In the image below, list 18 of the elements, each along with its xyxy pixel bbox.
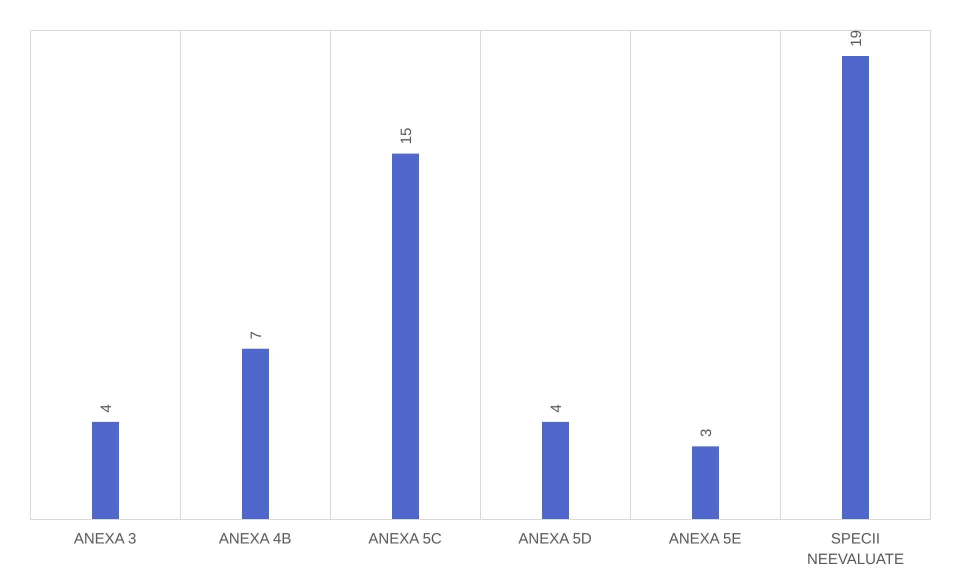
data-label: 7: [248, 331, 265, 340]
data-label: 3: [698, 428, 715, 438]
data-label: 4: [548, 404, 565, 413]
bar: [542, 422, 569, 520]
x-tick-label: ANEXA 3: [74, 530, 136, 548]
data-label: 15: [398, 128, 415, 144]
bar: [842, 56, 869, 520]
x-tick-label: ANEXA 5D: [518, 530, 592, 548]
x-tick-label: ANEXA 5C: [368, 530, 442, 548]
bar: [692, 446, 719, 520]
x-tick-label: ANEXA 5E: [668, 530, 742, 548]
x-tick-label: SPECII NEEVALUATE: [807, 530, 904, 568]
bar: [392, 154, 419, 520]
x-tick-label: ANEXA 4B: [218, 530, 292, 548]
bar: [92, 422, 119, 520]
bar: [242, 348, 269, 520]
data-label: 19: [848, 30, 865, 47]
data-label: 4: [98, 404, 115, 413]
